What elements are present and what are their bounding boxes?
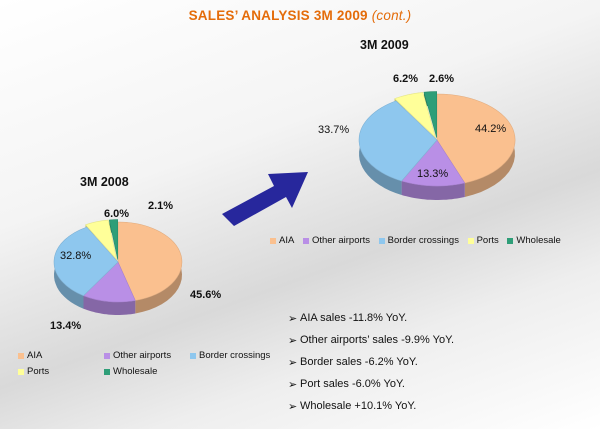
legend-swatch-aia bbox=[18, 352, 24, 359]
value-label-2008-border-crossings: 32.8% bbox=[60, 250, 92, 262]
pie-chart-2009 bbox=[358, 91, 516, 200]
pie-slice-border-crossings bbox=[358, 100, 438, 182]
page-title: SALES’ ANALYSIS 3M 2009 (cont.) bbox=[0, 8, 600, 23]
page-title-cont: (cont.) bbox=[371, 8, 412, 23]
legend-item-aia: AIA bbox=[18, 350, 98, 361]
legend-item-wholesale: Wholesale bbox=[104, 366, 184, 377]
value-label-2008-wholesale: 2.1% bbox=[148, 200, 174, 212]
pie-slice-ports bbox=[84, 219, 118, 261]
legend-item-other-airports: Other airports bbox=[302, 235, 370, 246]
value-label-2008-other-airports: 13.4% bbox=[50, 320, 82, 332]
chart-title-2008: 3M 2008 bbox=[80, 175, 129, 189]
page-title-main: SALES’ ANALYSIS 3M 2009 bbox=[188, 8, 368, 23]
pie-slice-ports bbox=[394, 92, 437, 139]
legend-swatch-wholesale bbox=[104, 368, 110, 375]
pie-slice-wholesale bbox=[108, 219, 119, 260]
bullet-item: ➢ Border sales -6.2% YoY. bbox=[288, 356, 418, 369]
bullet-arrow-icon: ➢ bbox=[288, 313, 298, 325]
pie-slice-other-airports bbox=[401, 139, 466, 187]
bullet-arrow-icon: ➢ bbox=[288, 379, 298, 391]
legend-item-aia: AIA bbox=[270, 235, 294, 246]
legend-item-border-crossings: Border crossings bbox=[378, 235, 459, 246]
value-label-2009-ports: 6.2% bbox=[393, 73, 419, 85]
bullet-item: ➢ AIA sales -11.8% YoY. bbox=[288, 312, 408, 325]
legend-2008: AIA Other airports Border crossings Port… bbox=[18, 350, 278, 382]
pie-slice-border-crossings bbox=[53, 226, 119, 297]
legend-swatch-other-airports bbox=[104, 352, 110, 359]
bullet-arrow-icon: ➢ bbox=[288, 401, 298, 413]
pie-slice-aia bbox=[117, 221, 183, 301]
legend-2009: AIA Other airports Border crossings Port… bbox=[270, 235, 590, 247]
legend-swatch-other-airports bbox=[302, 237, 309, 244]
value-label-2008-aia: 45.6% bbox=[190, 289, 222, 301]
bullet-item: ➢ Port sales -6.0% YoY. bbox=[288, 378, 405, 391]
value-label-2009-wholesale: 2.6% bbox=[429, 73, 455, 85]
legend-item-ports: Ports bbox=[467, 235, 499, 246]
legend-swatch-aia bbox=[270, 237, 276, 244]
value-label-2009-aia: 44.2% bbox=[475, 123, 507, 135]
bullet-item: ➢ Wholesale +10.1% YoY. bbox=[288, 400, 417, 413]
legend-swatch-border-crossings bbox=[190, 352, 196, 359]
pie-slice-side-other-airports bbox=[83, 295, 136, 315]
yoy-bullet-list: ➢ AIA sales -11.8% YoY. ➢ Other airports’ … bbox=[288, 312, 454, 422]
bullet-arrow-icon: ➢ bbox=[288, 357, 298, 369]
chart-title-2009: 3M 2009 bbox=[360, 38, 409, 52]
bullet-item: ➢ Other airports’ sales -9.9% YoY. bbox=[288, 334, 455, 347]
trend-arrow-icon bbox=[222, 172, 308, 226]
legend-item-other-airports: Other airports bbox=[104, 350, 184, 361]
legend-item-wholesale: Wholesale bbox=[507, 235, 561, 246]
legend-swatch-ports bbox=[467, 237, 474, 244]
value-label-2009-other-airports: 13.3% bbox=[417, 168, 449, 180]
pie-slice-wholesale bbox=[423, 91, 438, 138]
value-label-2008-ports: 6.0% bbox=[104, 208, 130, 220]
value-label-2009-border-crossings: 33.7% bbox=[318, 124, 350, 136]
pie-chart-2008 bbox=[53, 219, 183, 315]
legend-swatch-border-crossings bbox=[378, 237, 385, 244]
legend-swatch-wholesale bbox=[507, 237, 514, 244]
legend-swatch-ports bbox=[18, 368, 24, 375]
legend-item-ports: Ports bbox=[18, 366, 98, 377]
legend-item-border-crossings: Border crossings bbox=[190, 350, 270, 361]
pie-slice-aia bbox=[436, 93, 516, 184]
bullet-arrow-icon: ➢ bbox=[288, 335, 298, 347]
pie-slice-other-airports bbox=[82, 261, 136, 303]
